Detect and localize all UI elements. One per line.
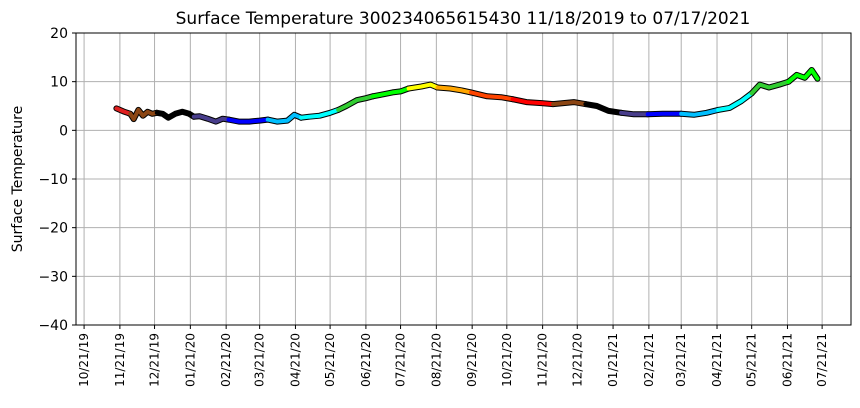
- x-tick-label: 01/21/20: [183, 333, 197, 387]
- y-tick-label: 10: [50, 75, 68, 91]
- x-tick-label: 05/21/21: [745, 333, 759, 387]
- series-line: [679, 107, 721, 117]
- x-tick-label: 02/21/20: [219, 333, 233, 387]
- series-line: [583, 102, 624, 115]
- series-line: [370, 86, 411, 99]
- x-tick-label: 02/21/21: [642, 333, 656, 387]
- temperature-series: [113, 67, 821, 125]
- series-line: [645, 111, 684, 117]
- x-tick-labels: 10/21/19 11/21/19 12/21/19 01/21/20 02/21/20…: [77, 333, 829, 387]
- series-line: [226, 117, 270, 124]
- y-tick-label: 0: [59, 123, 68, 139]
- x-tick-label: 09/21/20: [465, 333, 479, 387]
- y-tick-label: 20: [50, 26, 68, 42]
- x-tick-label: 12/21/19: [148, 333, 162, 387]
- x-tick-label: 07/21/20: [394, 333, 408, 387]
- y-tick-label: −30: [38, 269, 68, 285]
- chart-title: Surface Temperature 300234065615430 11/1…: [176, 9, 751, 29]
- x-tick-label: 10/21/19: [77, 333, 91, 387]
- x-tick-label: 11/21/19: [113, 333, 127, 387]
- x-tick-label: 05/21/20: [323, 333, 337, 387]
- series-line: [265, 112, 304, 124]
- x-tick-label: 10/21/20: [500, 333, 514, 387]
- series-line: [716, 91, 754, 112]
- x-tick-label: 03/21/21: [674, 333, 688, 387]
- series-line: [336, 94, 375, 112]
- y-tick-label: −40: [38, 318, 68, 334]
- series-line: [299, 107, 341, 120]
- x-tick-label: 07/21/21: [815, 333, 829, 387]
- series-line: [114, 106, 133, 116]
- x-tick-label: 11/21/20: [536, 333, 550, 387]
- axis-ticks: [72, 32, 823, 329]
- x-tick-label: 06/21/21: [780, 333, 794, 387]
- x-tick-label: 04/21/20: [288, 333, 302, 387]
- series-line: [435, 85, 473, 95]
- series-line: [154, 109, 196, 120]
- series-line: [469, 90, 515, 102]
- series-line: [786, 68, 820, 84]
- x-tick-label: 03/21/20: [253, 333, 267, 387]
- series-line: [619, 110, 650, 117]
- x-tick-label: 12/21/20: [570, 333, 584, 387]
- series-line: [749, 79, 791, 96]
- x-tick-label: 06/21/20: [359, 333, 373, 387]
- y-axis-label: Surface Temperature: [10, 106, 26, 252]
- y-tick-label: −20: [38, 221, 68, 237]
- series-line: [128, 107, 159, 122]
- x-tick-label: 04/21/21: [710, 333, 724, 387]
- y-tick-label: −10: [38, 172, 68, 188]
- series-line: [406, 82, 440, 91]
- x-tick-label: 08/21/20: [429, 333, 443, 387]
- series-line: [191, 114, 231, 124]
- y-tick-labels: 20 10 0 −10 −20 −30 −40: [38, 26, 68, 334]
- series-line: [551, 100, 588, 107]
- x-tick-label: 01/21/21: [606, 333, 620, 387]
- series-line: [510, 97, 555, 107]
